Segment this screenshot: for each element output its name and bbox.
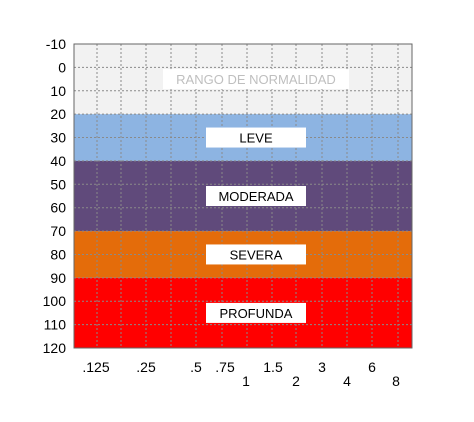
band-label-text: PROFUNDA	[220, 306, 293, 321]
band-label-text: MODERADA	[218, 189, 293, 204]
y-tick-label: 50	[50, 176, 66, 192]
band-label-profunda: PROFUNDA	[206, 302, 306, 323]
grid-lines	[73, 43, 413, 349]
band-label-box	[206, 127, 306, 148]
band-labels: RANGO DE NORMALIDAD LEVE MODERADA SEVERA PRO…	[163, 69, 349, 323]
y-tick-label: 30	[50, 130, 66, 146]
y-tick-label: 20	[50, 106, 66, 122]
y-tick-label: 100	[43, 293, 67, 309]
x-tick-label: 8	[392, 373, 400, 389]
band-label-moderada: MODERADA	[206, 186, 306, 206]
x-tick-label: 6	[368, 359, 376, 375]
y-tick-label: 90	[50, 270, 66, 286]
y-tick-label: 110	[44, 317, 67, 333]
band-label-text: SEVERA	[230, 247, 283, 262]
band-label-box	[206, 302, 306, 323]
y-tick-label: 10	[50, 83, 66, 99]
plot-border	[73, 43, 413, 349]
x-tick-label: .25	[136, 359, 156, 375]
x-tick-label: .125	[82, 359, 109, 375]
x-tick-label: 1	[242, 373, 250, 389]
y-tick-label: 70	[50, 223, 66, 239]
y-tick-label: 40	[50, 153, 66, 169]
y-tick-label: 0	[58, 59, 66, 75]
band-label-box	[206, 244, 306, 265]
x-tick-label: 2	[292, 373, 300, 389]
x-tick-label: 3	[318, 359, 326, 375]
band-label-text: LEVE	[239, 131, 273, 146]
band-label-severa: SEVERA	[206, 244, 306, 265]
band-label-leve: LEVE	[206, 127, 306, 148]
band-label-rango-de-normalidad: RANGO DE NORMALIDAD	[163, 69, 349, 90]
x-tick-label: 4	[343, 373, 351, 389]
band-label-box	[206, 186, 306, 206]
y-axis: -10 0 10 20 30 40 50 60 70 80 90 100 110 120	[43, 36, 67, 356]
band-label-text: RANGO DE NORMALIDAD	[176, 72, 336, 87]
x-tick-label: .75	[215, 359, 235, 375]
x-axis: .125 .25 .5 .75 1 1.5 2 3 4 68	[82, 359, 400, 389]
y-tick-label: 80	[50, 246, 66, 262]
y-tick-label: 120	[43, 340, 67, 356]
x-tick-label: .5	[190, 359, 202, 375]
band-label-box	[163, 69, 349, 90]
x-tick-label: 1.5	[263, 359, 283, 375]
y-tick-label: -10	[46, 36, 66, 52]
y-tick-label: 60	[50, 200, 66, 216]
